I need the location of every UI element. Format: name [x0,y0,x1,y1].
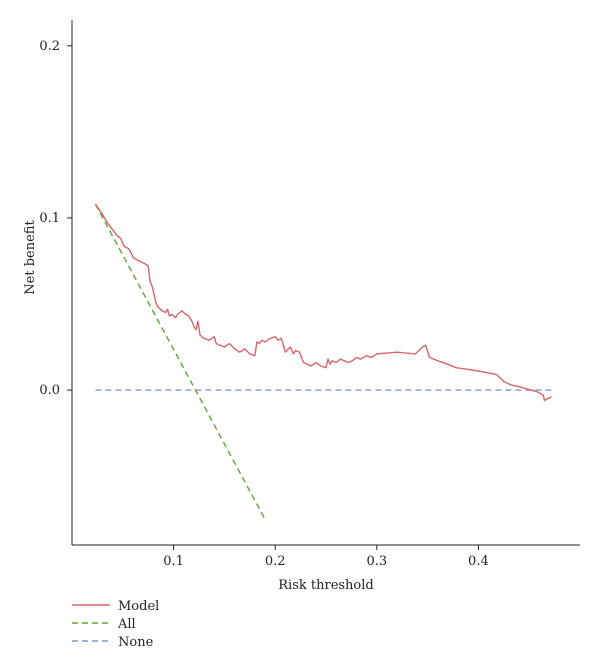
x-tick-label: 0.4 [468,554,489,569]
y-tick-label: 0.2 [39,39,60,54]
legend-label-all: All [117,617,136,632]
y-tick-label: 0.1 [39,211,60,226]
x-tick-label: 0.3 [366,554,387,569]
y-axis-title: Net benefit [23,220,38,295]
axes [71,20,580,546]
series-layer [94,203,552,520]
legend-label-none: None [118,635,154,650]
x-tick-label: 0.1 [163,554,184,569]
x-tick-label: 0.2 [265,554,286,569]
y-ticks: 0.0 0.1 0.2 [39,39,72,398]
x-axis-title: Risk threshold [278,578,373,593]
series-line-all [94,203,266,520]
legend: Model All None [72,599,159,650]
legend-label-model: Model [118,599,159,614]
series-line-model [94,203,552,402]
y-tick-label: 0.0 [39,383,60,398]
x-ticks: 0.1 0.2 0.3 0.4 [163,545,489,569]
